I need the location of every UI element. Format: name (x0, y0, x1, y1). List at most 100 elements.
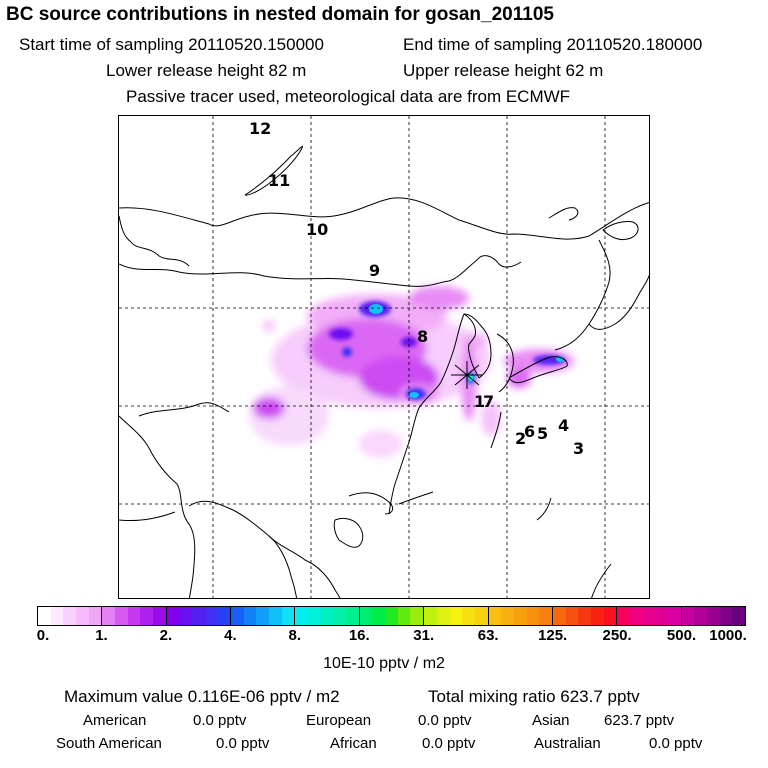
color-scale-tick-label: 8. (288, 627, 302, 644)
lower-release-height: Lower release height 82 m (106, 61, 307, 80)
trajectory-point: 3 (573, 439, 585, 458)
color-scale-swatch (231, 607, 244, 625)
african-value: 0.0 pptv (422, 735, 476, 752)
color-scale-swatch (308, 607, 321, 625)
color-scale-swatch (217, 607, 231, 625)
color-scale-swatch (590, 607, 604, 625)
color-scale-swatch (667, 607, 681, 625)
color-scale-swatch (359, 607, 373, 625)
color-scale-swatch (295, 607, 309, 625)
trajectory-point: 1 (474, 392, 486, 411)
color-scale-segment (680, 607, 745, 625)
color-scale-swatch (76, 607, 89, 625)
american-label: American (83, 712, 147, 729)
color-scale-segment (294, 607, 359, 625)
color-scale-swatch (243, 607, 257, 625)
color-scale-tick-label: 1. (95, 627, 108, 644)
color-scale-swatch (526, 607, 540, 625)
asian-label: Asian (532, 712, 570, 729)
color-scale-tick-label: 125. (538, 627, 568, 644)
trajectory-point: 6 (524, 422, 536, 441)
color-scale-swatch (629, 607, 643, 625)
color-scale-swatch (204, 607, 218, 625)
south-american-value: 0.0 pptv (216, 735, 270, 752)
trajectory-point: 4 (558, 416, 570, 435)
trajectory-point: 7 (483, 392, 495, 411)
color-scale-segment (101, 607, 166, 625)
color-scale-tick-label: 31. (413, 627, 435, 644)
color-scale-swatch (565, 607, 579, 625)
african-label: African (330, 735, 377, 752)
color-scale-swatch (397, 607, 411, 625)
color-scale-swatch (655, 607, 668, 625)
color-scale-swatch (140, 607, 154, 625)
color-scale-swatch (449, 607, 463, 625)
color-scale-segment (487, 607, 552, 625)
color-scale-swatch (346, 607, 359, 625)
color-scale-swatch (719, 607, 733, 625)
color-scale-swatch (732, 607, 745, 625)
map-panel: 12 11 10 9 8 7 1 2 6 5 4 3 (118, 115, 650, 599)
color-scale-swatch (424, 607, 437, 625)
australian-label: Australian (534, 735, 601, 752)
color-scale-swatch (115, 607, 128, 625)
upper-release-height: Upper release height 62 m (403, 61, 604, 80)
color-scale-swatch (192, 607, 205, 625)
coastlines (119, 145, 649, 598)
color-scale-swatch (179, 607, 193, 625)
color-scale-segment (38, 607, 102, 625)
trajectory-point: 11 (268, 171, 291, 190)
map-canvas (119, 116, 649, 598)
lat-lon-grid (119, 116, 649, 598)
plot-title: BC source contributions in nested domain… (6, 4, 554, 25)
color-scale-swatch (513, 607, 527, 625)
color-scale-segment (423, 607, 488, 625)
color-scale-tick-label: 1000. (709, 627, 747, 644)
australian-value: 0.0 pptv (649, 735, 703, 752)
european-value: 0.0 pptv (418, 712, 472, 729)
color-scale-swatch (127, 607, 141, 625)
total-mixing-ratio: Total mixing ratio 623.7 pptv (428, 687, 640, 706)
trajectory-point: 10 (306, 220, 329, 239)
color-scale-tick-label: 16. (348, 627, 370, 644)
color-scale-swatch (488, 607, 502, 625)
color-scale-segment (230, 607, 295, 625)
trajectory-point: 5 (537, 424, 549, 443)
color-scale-tick-label: 4. (224, 627, 237, 644)
color-scale-unit: 10E-10 pptv / m2 (323, 655, 445, 672)
color-scale-swatch (552, 607, 566, 625)
trajectory-point: 12 (249, 119, 272, 138)
color-scale-swatch (50, 607, 64, 625)
color-scale-swatch (603, 607, 617, 625)
color-scale-swatch (269, 607, 282, 625)
color-scale-tick-label: 2. (159, 627, 173, 644)
color-scale-swatch (38, 607, 51, 625)
end-time-label: End time of sampling 20110520.180000 (403, 35, 703, 54)
american-value: 0.0 pptv (193, 712, 247, 729)
color-scale-swatch (153, 607, 166, 625)
color-scale-segment (616, 607, 681, 625)
color-scale-tick-label: 63. (477, 627, 499, 644)
color-scale-segment (165, 607, 231, 625)
color-scale-swatch (462, 607, 475, 625)
color-scale-swatch (320, 607, 334, 625)
start-time-label: Start time of sampling 20110520.150000 (19, 35, 324, 54)
color-scale-tick-label: 0. (36, 627, 50, 644)
color-scale-swatch (617, 607, 630, 625)
color-scale-swatch (410, 607, 424, 625)
color-scale-swatch (333, 607, 347, 625)
color-scale-swatch (706, 607, 720, 625)
color-scale-swatch (385, 607, 398, 625)
european-label: European (306, 712, 372, 729)
color-scale-swatch (102, 607, 116, 625)
trajectory-point: 2 (515, 429, 527, 448)
color-scale-swatch (539, 607, 552, 625)
receptor-marker-icon (451, 361, 483, 389)
color-scale-bar (37, 606, 746, 626)
color-scale-swatch (578, 607, 591, 625)
trajectory-point: 8 (417, 327, 429, 346)
trajectory-point: 9 (369, 261, 381, 280)
maximum-value: Maximum value 0.116E-06 pptv / m2 (64, 687, 340, 706)
color-scale-swatch (474, 607, 488, 625)
color-scale-segment (358, 607, 424, 625)
